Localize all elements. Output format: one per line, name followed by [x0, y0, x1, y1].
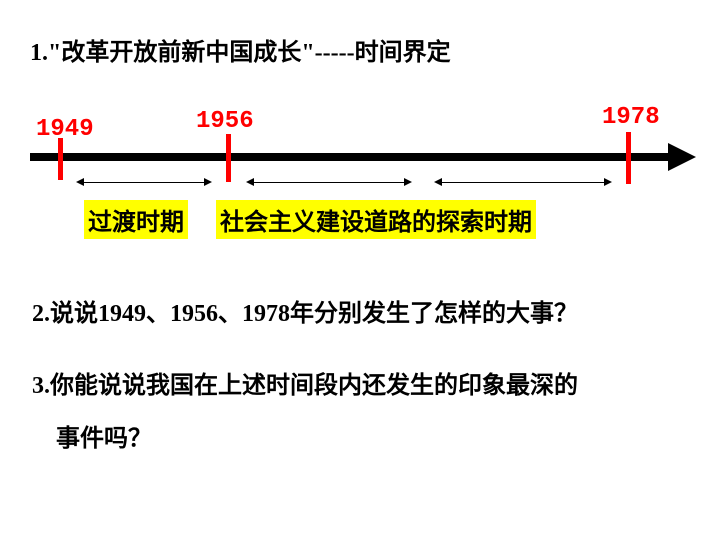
timeline	[30, 148, 700, 168]
period-transition: 过渡时期	[84, 200, 188, 239]
span-arrow-3	[442, 182, 604, 183]
tick-1978	[626, 132, 631, 184]
timeline-arrowhead	[668, 143, 696, 171]
tick-1949	[58, 138, 63, 180]
heading-title: 1."改革开放前新中国成长"-----时间界定	[30, 32, 451, 67]
year-label-1956: 1956	[196, 108, 254, 135]
tick-1956	[226, 134, 231, 182]
question-2: 2.说说1949、1956、1978年分别发生了怎样的大事？	[32, 288, 578, 341]
question-3: 3.你能说说我国在上述时间段内还发生的印象最深的 事件吗？	[32, 360, 578, 466]
period-exploration: 社会主义建设道路的探索时期	[216, 200, 536, 239]
timeline-axis	[30, 153, 670, 161]
span-arrow-2	[254, 182, 404, 183]
span-arrow-1	[84, 182, 204, 183]
year-label-1978: 1978	[602, 104, 660, 131]
year-label-1949: 1949	[36, 116, 94, 143]
